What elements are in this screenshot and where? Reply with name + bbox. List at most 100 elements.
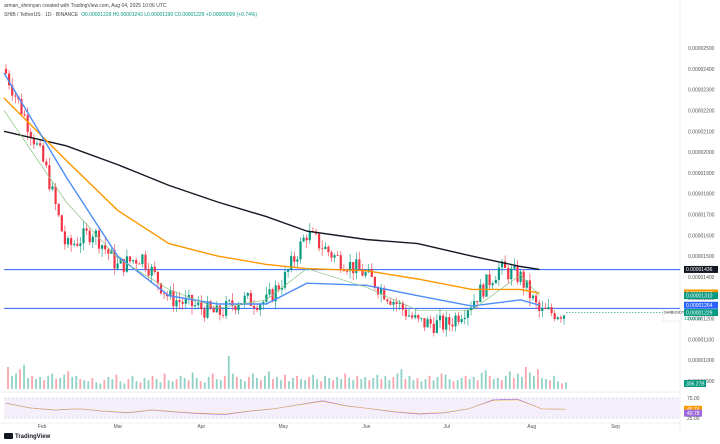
volume-bar — [27, 378, 29, 389]
candle-body — [79, 243, 82, 246]
tradingview-logo-text: TradingView — [15, 434, 51, 440]
volume-bar — [308, 376, 310, 389]
time-tick-label: Aug — [527, 424, 536, 430]
volume-bar — [368, 380, 371, 389]
price-label-text: 0.00001310 — [686, 293, 713, 299]
volume-bar — [11, 375, 13, 389]
candle-body — [355, 259, 358, 274]
candle-body — [528, 280, 531, 299]
volume-bar — [215, 379, 218, 389]
candle-body — [525, 280, 528, 288]
candle-body — [268, 289, 271, 295]
candle-body — [153, 266, 156, 272]
volume-bar — [260, 380, 262, 389]
candle-body — [559, 317, 562, 319]
volume-bar — [247, 376, 250, 389]
volume-bar — [55, 379, 58, 389]
volume-bar — [428, 375, 431, 389]
candle-body — [94, 230, 97, 237]
candle-body — [11, 85, 14, 96]
candle-body — [274, 285, 277, 302]
candle-body — [504, 261, 507, 268]
volume-bar — [255, 378, 258, 389]
candle-body — [398, 302, 401, 304]
candle-body — [221, 314, 225, 316]
candle-body — [457, 315, 460, 322]
volume-value-text: 306.27B — [686, 382, 705, 388]
volume-bar — [203, 382, 206, 389]
candle-body — [82, 228, 85, 244]
candle-body — [318, 233, 321, 249]
candle-body — [345, 271, 349, 272]
candle-body — [280, 287, 283, 290]
volume-bar — [143, 378, 146, 389]
candle-body — [178, 300, 181, 302]
candle-body — [445, 317, 448, 330]
candle-body — [454, 315, 457, 327]
volume-bar — [175, 379, 178, 389]
candle-body — [150, 266, 153, 276]
volume-bar — [480, 372, 483, 389]
volume-bar — [304, 380, 306, 389]
volume-bar — [372, 378, 375, 389]
volume-bar — [227, 356, 230, 389]
candle-body — [259, 304, 262, 311]
candle-body — [277, 285, 280, 290]
volume-bar — [95, 382, 98, 389]
volume-bar — [460, 378, 463, 389]
candle-body — [203, 309, 206, 318]
candle-body — [116, 263, 119, 269]
candle-body — [85, 228, 88, 231]
candle-body — [262, 301, 265, 305]
candle-body — [556, 317, 559, 320]
candle-body — [426, 319, 429, 328]
candle-body — [218, 305, 221, 315]
volume-bar — [400, 369, 403, 389]
candle-body — [327, 246, 330, 253]
volume-bar — [292, 378, 294, 389]
volume-bar — [296, 375, 298, 389]
candle-body — [321, 248, 324, 250]
candle-body — [51, 186, 54, 190]
candle-body — [101, 245, 104, 249]
candle-body — [497, 267, 500, 280]
candle-body — [32, 137, 35, 145]
volume-bar — [520, 376, 523, 389]
candle-body — [485, 274, 488, 297]
volume-bar — [557, 381, 559, 389]
candle-body — [522, 271, 525, 288]
symbol-tag-box — [662, 308, 682, 322]
candle-body — [438, 315, 442, 321]
volume-bar — [199, 381, 202, 389]
rsi-tick-label: 40.78 — [687, 411, 700, 417]
volume-bar — [115, 374, 118, 389]
candle-body — [283, 271, 287, 288]
volume-bar — [360, 379, 363, 389]
tradingview-logo-icon — [4, 433, 13, 439]
time-tick-label: May — [279, 424, 289, 430]
candle-body — [404, 309, 407, 317]
rsi-tick-label: 25.00 — [687, 416, 700, 422]
candle-body — [407, 315, 411, 317]
candle-body — [249, 292, 252, 306]
rsi-tick-label: 75.00 — [687, 396, 700, 402]
candle-body — [432, 323, 435, 333]
volume-bar — [541, 378, 543, 389]
candle-body — [60, 215, 63, 232]
candle-body — [553, 313, 556, 320]
candle-body — [290, 256, 293, 270]
candle-body — [510, 268, 513, 280]
candle-body — [423, 318, 426, 328]
volume-bar — [99, 383, 102, 389]
rsi-value-tag — [684, 405, 702, 413]
volume-bar — [408, 375, 411, 389]
volume-bar — [412, 380, 415, 389]
volume-bar — [528, 372, 531, 389]
symbol-name[interactable]: SHIB / TetherUS · 1D · BINANCE — [4, 12, 79, 18]
candle-body — [54, 186, 57, 204]
candle-body — [237, 305, 240, 311]
candle-body — [302, 237, 305, 242]
candle-body — [376, 287, 380, 295]
volume-bar — [300, 379, 302, 389]
